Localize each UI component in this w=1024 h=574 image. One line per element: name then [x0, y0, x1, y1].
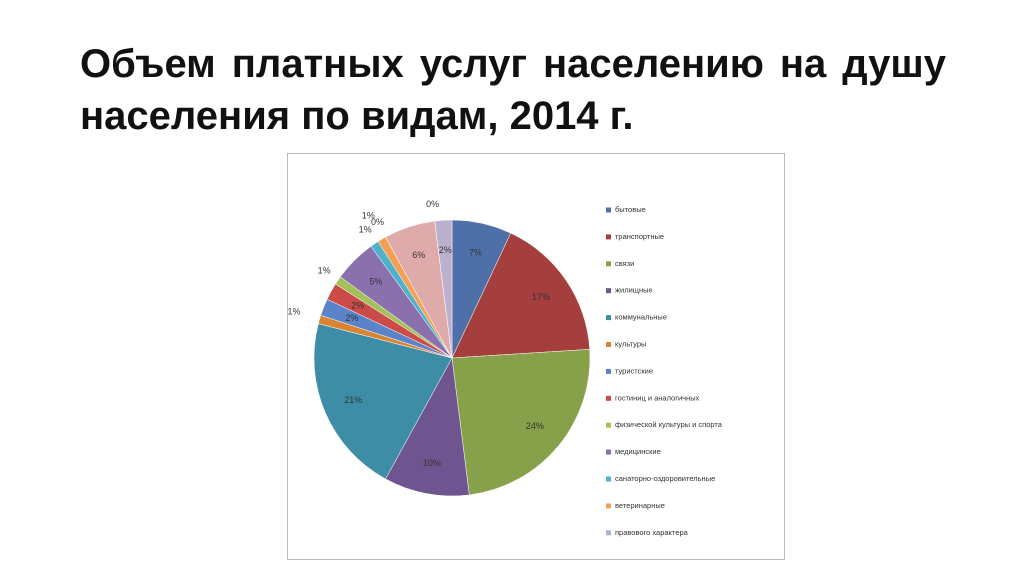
- legend-label: медицинские: [615, 447, 661, 456]
- legend-label: связи: [615, 259, 634, 268]
- legend-label: транспортные: [615, 232, 664, 241]
- slice-label: 5%: [369, 276, 382, 286]
- pie-slice: [385, 357, 470, 497]
- legend-label: физической культуры и спорта: [615, 420, 723, 429]
- slice-label: 7%: [469, 247, 482, 257]
- legend-label: коммунальные: [615, 313, 667, 322]
- title: Объем платных услуг населению на душу на…: [80, 42, 946, 138]
- legend-label: санаторно-оздоровительные: [615, 474, 715, 483]
- legend-swatch: [606, 476, 611, 482]
- slice-label: 1%: [287, 306, 300, 316]
- legend-swatch: [606, 503, 611, 509]
- legend-swatch: [606, 395, 611, 401]
- legend-swatch: [606, 422, 611, 428]
- legend-swatch: [606, 234, 611, 240]
- legend-label: бытовые: [615, 205, 646, 214]
- legend-swatch: [606, 449, 611, 455]
- slice-label: 6%: [412, 250, 425, 260]
- legend-swatch: [606, 261, 611, 267]
- slice-label: 1%: [318, 265, 331, 275]
- slice-label: 2%: [345, 313, 358, 323]
- legend-swatch: [606, 342, 611, 347]
- pie-slice: [451, 349, 591, 496]
- slice-label: 0%: [426, 199, 439, 209]
- legend-label: правового характера: [615, 528, 689, 537]
- chart-frame: 7% 17% 24% 10% 21% 1% 2% 2% 1% 5% 1% 1% 0% 6% 0% 2% быто…: [287, 153, 785, 565]
- legend-label: культуры: [615, 339, 646, 348]
- pie-slice: [434, 219, 453, 359]
- pie-slice: [313, 323, 453, 480]
- slice-label: 1%: [362, 211, 375, 221]
- slice-label: 21%: [344, 395, 362, 405]
- legend-swatch: [606, 207, 611, 213]
- legend-swatch: [606, 530, 611, 536]
- slice-label: 2%: [351, 301, 364, 311]
- legend-label: туристские: [615, 366, 653, 375]
- chart: 7%17%24%10%21%1%2%2%1%5%1%1%0%6%0%2%быто…: [287, 153, 785, 560]
- legend-swatch: [606, 288, 611, 294]
- slice-label: 17%: [532, 292, 550, 302]
- pie-slice: [451, 232, 590, 359]
- slice-label: 24%: [526, 421, 544, 431]
- legend-swatch: [606, 315, 611, 321]
- slice-label: 2%: [439, 245, 452, 255]
- legend-swatch: [606, 368, 611, 374]
- slice-label: 1%: [359, 225, 372, 235]
- slice-label: 0%: [371, 217, 384, 227]
- legend-label: ветеринарные: [615, 501, 665, 510]
- legend-label: жилищные: [615, 286, 653, 295]
- slice-label: 10%: [423, 458, 441, 468]
- legend-label: гостиниц и аналогичных: [615, 393, 700, 402]
